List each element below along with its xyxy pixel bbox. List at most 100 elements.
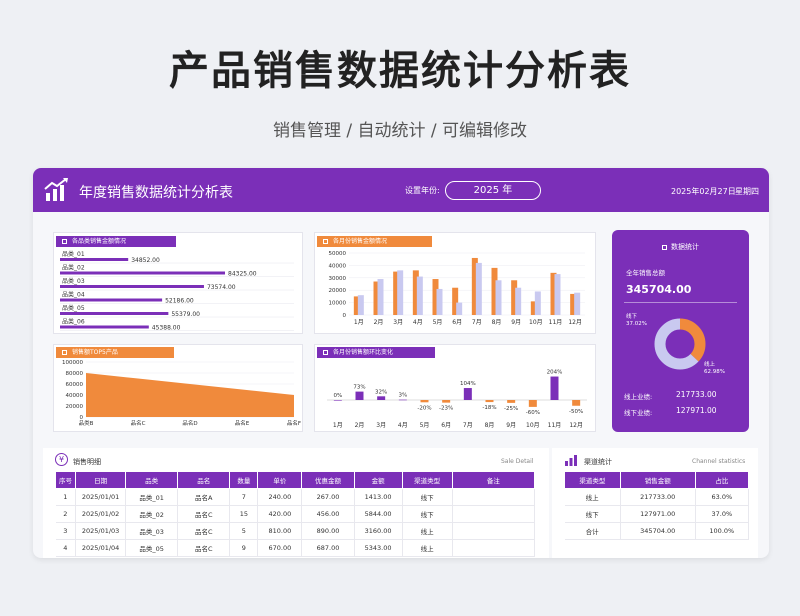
monthly-bar-lavender: [436, 288, 443, 315]
monthly-y-tick-label: 30000: [329, 276, 347, 282]
monthly-x-tick-label: 8月: [492, 319, 502, 326]
category-sales-title: 各品类销售金额情况: [72, 238, 127, 245]
channel-header-cell: 占比: [694, 471, 750, 489]
mom-bar: [550, 376, 559, 400]
sales-detail-cell: 890.00: [301, 522, 355, 540]
channel-cell: 100.0%: [695, 522, 750, 540]
mom-x-tick-label: 5月: [420, 422, 430, 429]
category-value-label: 84325.00: [228, 271, 257, 278]
mom-x-tick-label: 10月: [526, 422, 540, 429]
mom-value-label: 73%: [353, 385, 365, 391]
category-tick-label: 品类_01: [62, 250, 85, 258]
sales-detail-header-cell: 金额: [353, 471, 403, 489]
category-tick-label: 品类_06: [62, 318, 85, 326]
monthly-bar-lavender: [554, 274, 561, 315]
sales-detail-cell: 456.00: [301, 505, 355, 523]
monthly-bar-orange: [570, 293, 577, 315]
channel-cell: 线下: [564, 505, 621, 523]
mom-tag: 各月份销售额环比变化: [317, 347, 435, 358]
monthly-bar-orange: [530, 301, 537, 315]
mom-panel: 各月份销售额环比变化 0% 1月 73% 2月 32% 3月 3% 4月 -20% 5月 -23% 6…: [314, 344, 596, 432]
sales-detail-header-cell: 优惠金额: [301, 471, 355, 489]
donut-slice-online: [654, 318, 706, 370]
category-bar: [60, 312, 169, 315]
year-selector[interactable]: 2025 年: [445, 181, 541, 200]
sales-detail-cell: 品名A: [177, 488, 231, 506]
category-bar: [60, 298, 163, 302]
sales-detail-cell: [452, 539, 536, 557]
online-label: 线上: [704, 362, 716, 368]
monthly-bar-lavender: [515, 287, 522, 315]
monthly-bar-orange: [511, 280, 518, 315]
year-label: 设置年份:: [405, 186, 440, 195]
top5-x-tick-label: 品名F: [287, 419, 301, 427]
monthly-x-tick-label: 10月: [529, 319, 543, 326]
monthly-x-tick-label: 4月: [413, 319, 423, 326]
sales-detail-cell: 1413.00: [354, 488, 403, 506]
mom-bar: [507, 400, 516, 403]
category-value-label: 34852.00: [131, 257, 160, 264]
mom-value-label: 104%: [460, 381, 476, 387]
channel-cell: 37.0%: [695, 505, 750, 523]
sales-detail-header-cell: 渠道类型: [401, 471, 453, 489]
mom-value-label: 0%: [333, 393, 342, 399]
monthly-bar-orange: [471, 257, 478, 315]
sales-detail-cell: 2025/01/03: [75, 522, 127, 540]
monthly-bar-orange: [373, 281, 380, 315]
channel-donut-chart: [654, 318, 706, 370]
yen-icon: ¥: [55, 453, 68, 466]
sales-detail-header-cell: 备注: [451, 471, 536, 489]
mom-value-label: -60%: [526, 410, 540, 416]
mom-value-label: -23%: [439, 406, 453, 412]
category-value-label: 45388.00: [152, 325, 181, 332]
mom-x-tick-label: 6月: [441, 422, 451, 429]
top5-x-tick-label: 品名E: [235, 419, 250, 427]
category-bar: [60, 285, 204, 288]
sales-detail-cell: 810.00: [257, 522, 303, 540]
monthly-sales-tag: 各月份销售金额情况: [317, 236, 432, 247]
table-row: 3 2025/01/03 品类_03 品名C 5 810.00 890.00 3160.00 线…: [55, 522, 536, 540]
sales-detail-header-cell: 日期: [75, 471, 127, 489]
category-sales-chart: 品类_01 34852.00 品类_02 84325.00 品类_03 73574.00 品…: [60, 250, 294, 332]
channel-cell: 217733.00: [620, 488, 696, 506]
sales-detail-cell: 5343.00: [354, 539, 403, 557]
table-row: 线上 217733.00 63.0%: [564, 488, 750, 506]
channel-cell: 63.0%: [695, 488, 750, 506]
sales-detail-cell: 9: [229, 539, 259, 557]
monthly-x-tick-label: 1月: [354, 319, 364, 326]
current-weekday: 星期四: [735, 187, 759, 196]
mom-value-label: -25%: [504, 406, 518, 412]
sales-detail-header-cell: 单价: [257, 471, 303, 489]
offline-pct-label: 线下 37.02%: [626, 314, 647, 328]
sales-detail-cell: 线上: [402, 539, 453, 557]
square-icon: [662, 244, 667, 250]
sales-detail-cell: 2025/01/02: [75, 505, 127, 523]
monthly-y-tick-label: 0: [343, 313, 347, 319]
sales-detail-cell: 线下: [402, 488, 453, 506]
mom-x-tick-label: 7月: [463, 422, 473, 429]
top5-title: 销售额TOP5产品: [72, 349, 118, 356]
sales-detail-cell: 3160.00: [354, 522, 403, 540]
monthly-bar-orange: [393, 271, 400, 315]
online-pct-label: 线上 62.98%: [704, 362, 725, 376]
monthly-x-tick-label: 9月: [511, 319, 521, 326]
sales-detail-cell: 品类_05: [125, 539, 179, 557]
category-value-label: 55379.00: [171, 311, 200, 318]
channel-panel: 渠道统计 Channel statistics 渠道类型 销售金额 占比 线上 217…: [552, 448, 758, 558]
total-sales-label: 全年销售总额: [626, 269, 665, 277]
monthly-bar-orange: [550, 272, 557, 315]
monthly-x-tick-label: 5月: [433, 319, 443, 326]
mom-bar: [333, 400, 342, 401]
monthly-bar-lavender: [495, 280, 502, 315]
offline-sales-label: 线下业绩:: [624, 409, 653, 417]
mom-chart: 0% 1月 73% 2月 32% 3月 3% 4月 -20% 5月 -23% 6月 104% 7月 -18%…: [327, 370, 587, 429]
sales-detail-header-cell: 品类: [125, 471, 179, 489]
sales-detail-panel: ¥ 销售明细 Sale Detail 序号 日期 品类 品名 数量 单价 优惠金额 金额 渠道类…: [43, 448, 549, 558]
mom-value-label: -20%: [417, 405, 431, 411]
online-sales-label: 线上业绩:: [624, 393, 653, 401]
mom-bar: [420, 400, 429, 403]
sales-detail-cell: 240.00: [257, 488, 303, 506]
category-sales-tag: 各品类销售金额情况: [56, 236, 176, 247]
stats-title: 数据统计: [612, 242, 749, 252]
sales-detail-cell: 品类_01: [125, 488, 179, 506]
